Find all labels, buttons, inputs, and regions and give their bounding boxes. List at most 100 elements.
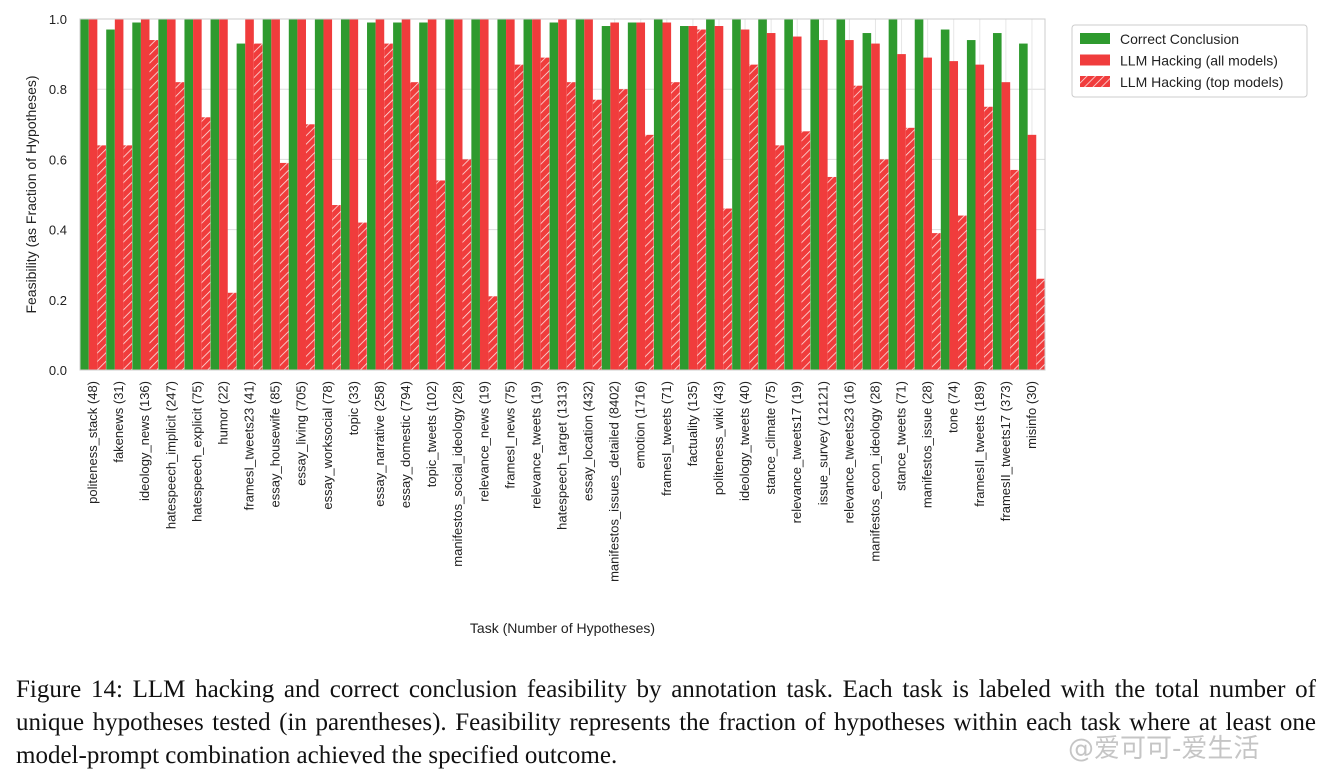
bar-correct-conclusion: [862, 33, 872, 370]
bar-llm-hacking-all: [558, 19, 567, 370]
bar-llm-hacking-all: [140, 19, 150, 370]
bar-correct-conclusion: [992, 33, 1002, 370]
bar-llm-hacking-top: [905, 127, 915, 370]
bar-llm-hacking-top: [540, 57, 550, 371]
x-tick-label: essay_location (432): [581, 381, 596, 501]
bar-llm-hacking-all: [1001, 82, 1011, 371]
bar-correct-conclusion: [288, 19, 298, 370]
bar-llm-hacking-all: [845, 40, 854, 371]
x-tick-label: ideology_news (136): [137, 381, 152, 501]
y-tick-label: 0.2: [49, 293, 67, 308]
x-tick-label: manifestos_social_ideology (28): [450, 381, 465, 567]
legend-box: [1071, 24, 1308, 98]
x-axis-label: Task (Number of Hypotheses): [470, 620, 655, 636]
x-tick-label: relevance_tweets17 (19): [789, 381, 804, 523]
y-tick-label: 1.0: [49, 12, 67, 27]
x-tick-label: framesI_news (75): [502, 381, 517, 489]
figure-caption: Figure 14: LLM hacking and correct concl…: [16, 676, 1316, 769]
bar-llm-hacking-top: [123, 145, 133, 370]
bar-correct-conclusion: [966, 40, 976, 371]
bar-llm-hacking-top: [1036, 278, 1045, 370]
bar-llm-hacking-all: [871, 43, 880, 370]
bar-correct-conclusion: [393, 22, 402, 370]
y-tick-label: 0.8: [49, 82, 67, 97]
bar-correct-conclusion: [940, 29, 950, 371]
bar-llm-hacking-top: [410, 82, 419, 371]
bar-llm-hacking-all: [975, 64, 985, 370]
bar-correct-conclusion: [914, 19, 924, 370]
x-tick-label: essay_living (705): [294, 381, 309, 486]
x-tick-label: essay_narrative (258): [372, 381, 387, 507]
legend-swatch: [1080, 76, 1110, 87]
bar-correct-conclusion: [236, 43, 246, 370]
bar-llm-hacking-all: [766, 33, 776, 370]
bar-llm-hacking-all: [193, 19, 202, 370]
bar-correct-conclusion: [680, 26, 689, 371]
bar-correct-conclusion: [784, 19, 793, 370]
bar-correct-conclusion: [497, 19, 507, 370]
x-tick-label: framesII_tweets17 (373): [998, 381, 1013, 521]
x-tick-label: topic (33): [346, 381, 361, 435]
bar-llm-hacking-top: [853, 85, 863, 370]
bar-llm-hacking-all: [375, 19, 385, 370]
y-tick-label: 0.4: [49, 223, 67, 238]
bar-llm-hacking-all: [740, 29, 750, 371]
bar-correct-conclusion: [601, 26, 611, 371]
bar-llm-hacking-all: [1027, 134, 1037, 370]
bar-correct-conclusion: [340, 19, 350, 370]
bar-correct-conclusion: [210, 19, 220, 370]
x-tick-label: issue_survey (12121): [815, 381, 830, 505]
bar-correct-conclusion: [262, 19, 272, 370]
bar-llm-hacking-top: [618, 89, 628, 370]
x-tick-label: hatespeech_explicit (75): [189, 381, 204, 522]
x-tick-label: manifestos_econ_ideology (28): [867, 381, 882, 562]
bar-llm-hacking-top: [566, 82, 576, 371]
bar-correct-conclusion: [627, 22, 637, 370]
y-tick-label: 0.6: [49, 152, 67, 167]
bar-correct-conclusion: [184, 19, 194, 370]
bar-llm-hacking-top: [749, 64, 758, 370]
bar-llm-hacking-all: [688, 26, 698, 371]
bar-llm-hacking-all: [427, 19, 437, 370]
legend-swatch: [1080, 33, 1110, 44]
bar-llm-hacking-top: [305, 124, 315, 370]
bar-llm-hacking-all: [219, 19, 228, 370]
bar-llm-hacking-top: [175, 82, 185, 371]
legend: Correct Conclusion LLM Hacking (all model…: [1071, 24, 1308, 98]
bar-llm-hacking-top: [645, 134, 654, 370]
bar-llm-hacking-all: [532, 19, 541, 370]
bar-llm-hacking-top: [931, 233, 941, 370]
x-tick-label: stance_tweets (71): [894, 381, 909, 491]
x-tick-label: essay_housewife (85): [268, 381, 283, 507]
bar-llm-hacking-top: [775, 145, 785, 370]
bar-llm-hacking-top: [827, 176, 837, 370]
bar-correct-conclusion: [732, 19, 741, 370]
bar-llm-hacking-all: [714, 26, 724, 371]
bar-llm-hacking-top: [723, 208, 732, 370]
bar-llm-hacking-top: [697, 29, 706, 371]
bar-correct-conclusion: [653, 19, 663, 370]
bar-llm-hacking-all: [949, 61, 959, 371]
bar-correct-conclusion: [106, 29, 115, 371]
bar-correct-conclusion: [575, 19, 585, 370]
bar-llm-hacking-top: [149, 40, 159, 371]
x-tick-label: ideology_tweets (40): [737, 381, 752, 501]
bar-correct-conclusion: [888, 19, 898, 370]
bar-llm-hacking-top: [958, 215, 967, 370]
bar-llm-hacking-all: [453, 19, 463, 370]
x-tick-label: politeness_wiki (43): [711, 381, 726, 495]
bar-llm-hacking-all: [610, 22, 619, 370]
bar-llm-hacking-all: [114, 19, 124, 370]
bar-llm-hacking-top: [592, 99, 602, 370]
x-tick-label: misinfo (30): [1024, 381, 1039, 449]
bar-correct-conclusion: [1019, 43, 1028, 370]
bar-llm-hacking-all: [349, 19, 359, 370]
bar-llm-hacking-all: [297, 19, 306, 370]
bar-llm-hacking-all: [88, 19, 98, 370]
bar-llm-hacking-top: [801, 131, 811, 370]
bar-llm-hacking-top: [279, 162, 289, 370]
bar-correct-conclusion: [706, 19, 715, 370]
bar-llm-hacking-all: [923, 57, 932, 371]
legend-label: LLM Hacking (all models): [1120, 53, 1278, 69]
bar-correct-conclusion: [523, 19, 533, 370]
